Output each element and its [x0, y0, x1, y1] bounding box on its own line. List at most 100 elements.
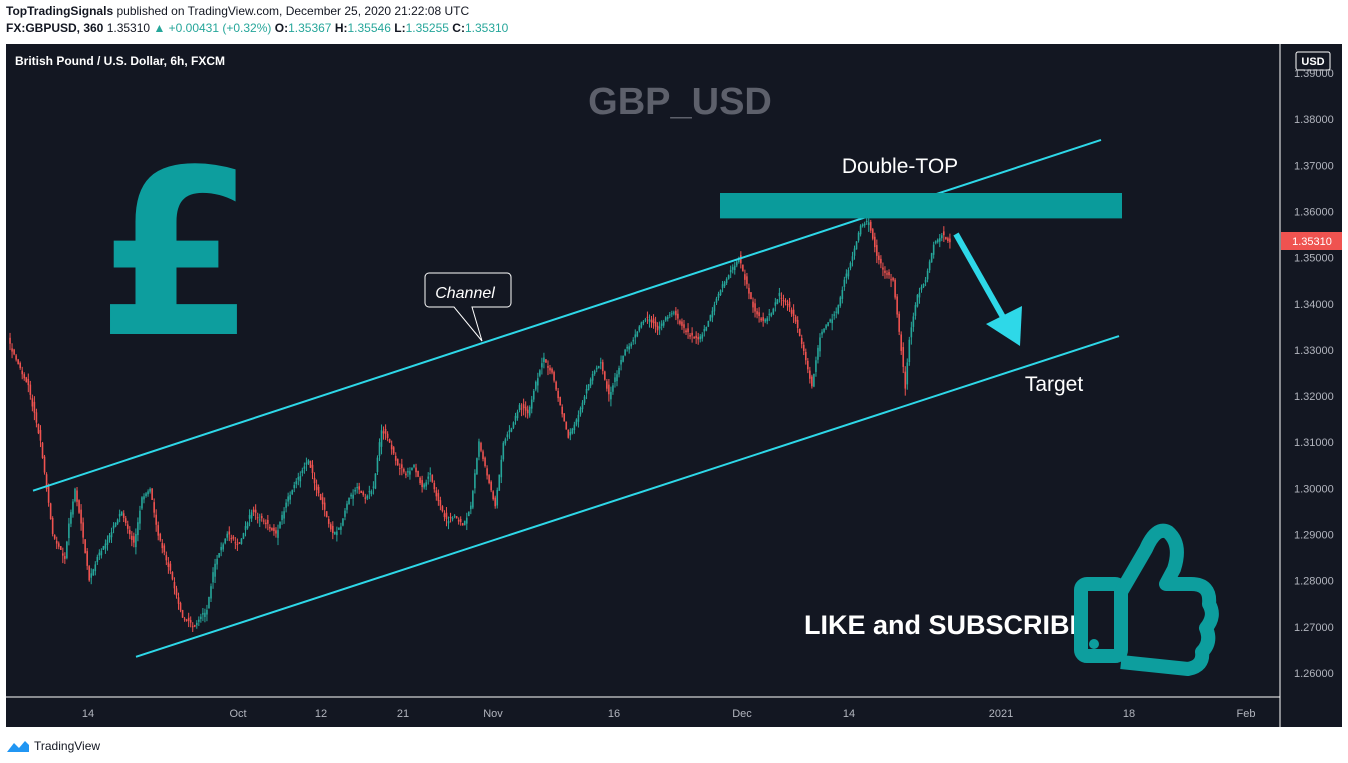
- candle-body: [106, 539, 109, 545]
- close-label: C:: [452, 21, 465, 35]
- candle-body: [319, 494, 322, 500]
- footer: TradingView: [6, 736, 100, 756]
- candle-body: [520, 408, 523, 410]
- candle-body: [175, 588, 178, 596]
- candle-body: [451, 517, 454, 520]
- candle-body: [289, 494, 291, 500]
- candle-body: [210, 586, 212, 599]
- candle-body: [616, 374, 618, 382]
- candle-body: [411, 467, 413, 471]
- candle-body: [683, 324, 685, 328]
- candle-body: [709, 315, 712, 321]
- candle-body: [218, 553, 220, 558]
- candle-body: [171, 571, 174, 580]
- candle-body: [271, 528, 273, 531]
- author-name[interactable]: TopTradingSignals: [6, 4, 114, 18]
- candle-body: [567, 429, 570, 438]
- candle-body: [668, 314, 671, 316]
- candle-body: [457, 519, 460, 522]
- candle-body: [23, 374, 26, 379]
- candle-body: [878, 255, 880, 260]
- candle-body: [825, 325, 827, 329]
- candle-body: [35, 412, 38, 423]
- candle-body: [143, 496, 145, 500]
- candle-body: [916, 294, 919, 307]
- candle-body: [650, 320, 653, 323]
- candle-body: [90, 573, 93, 578]
- chart-canvas[interactable]: British Pound / U.S. Dollar, 6h, FXCM GB…: [6, 44, 1342, 727]
- candles-group: [9, 217, 951, 633]
- candle-body: [695, 335, 697, 339]
- candle-body: [746, 276, 748, 285]
- chart-legend: British Pound / U.S. Dollar, 6h, FXCM: [15, 54, 225, 68]
- candle-body: [530, 399, 533, 409]
- candle-body: [118, 513, 121, 517]
- candle-body: [589, 379, 592, 386]
- price-axis[interactable]: 1.39000 1.38000 1.37000 1.36000 1.35000 1.340…: [1294, 68, 1334, 680]
- publish-info: TopTradingSignals published on TradingVi…: [6, 4, 469, 18]
- candle-body: [516, 411, 519, 419]
- candle-body: [470, 505, 472, 510]
- candle-body: [727, 275, 730, 279]
- ohlc-bar: FX:GBPUSD, 360 1.35310 ▲ +0.00431 (+0.32…: [6, 21, 508, 35]
- candle-body: [610, 392, 612, 400]
- candle-body: [31, 398, 34, 407]
- candle-body: [297, 477, 300, 480]
- brand-name[interactable]: TradingView: [34, 739, 101, 753]
- candle-body: [396, 459, 399, 466]
- candle-body: [256, 517, 259, 519]
- candle-body: [539, 370, 541, 376]
- candle-body: [882, 267, 884, 270]
- candle-body: [557, 390, 559, 399]
- time-tick-label: 12: [315, 708, 327, 720]
- time-axis[interactable]: 14 Oct 12 21 Nov 16 Dec 14 2021 18 Feb: [82, 708, 1256, 720]
- candle-body: [212, 572, 214, 583]
- thumbs-up-icon[interactable]: [1074, 523, 1219, 676]
- candle-body: [283, 511, 285, 519]
- candle-body: [181, 610, 184, 618]
- candle-body: [837, 305, 840, 314]
- candle-body: [508, 430, 511, 433]
- candle-body: [415, 467, 417, 473]
- currency-badge[interactable]: [1295, 51, 1331, 71]
- candle-body: [37, 424, 40, 434]
- candle-body: [441, 506, 444, 512]
- candle-body: [390, 444, 393, 450]
- candle-body: [427, 476, 430, 479]
- chart-area[interactable]: British Pound / U.S. Dollar, 6h, FXCM GB…: [6, 44, 1342, 727]
- candle-body: [240, 538, 243, 545]
- candle-body: [723, 282, 726, 287]
- candle-body: [666, 317, 669, 319]
- candle-body: [585, 388, 588, 394]
- candle-body: [327, 518, 330, 524]
- candle-body: [733, 265, 736, 271]
- candle-body: [133, 536, 135, 543]
- candle-body: [84, 539, 86, 554]
- cta-label: LIKE and SUBSCRIBE: [804, 610, 1088, 640]
- candle-body: [847, 269, 850, 277]
- candle-body: [279, 521, 281, 528]
- candle-body: [711, 310, 714, 318]
- candle-body: [537, 378, 539, 386]
- candle-body: [807, 360, 809, 370]
- candle-body: [918, 292, 921, 298]
- candle-body: [403, 469, 405, 472]
- candle-body: [141, 497, 143, 509]
- resistance-zone[interactable]: [720, 193, 1122, 219]
- candle-body: [703, 329, 706, 332]
- candle-body: [849, 262, 852, 269]
- candle-body: [904, 371, 907, 389]
- candle-body: [153, 502, 155, 513]
- candle-body: [831, 319, 833, 324]
- candle-body: [228, 531, 231, 535]
- candle-body: [559, 396, 561, 406]
- candle-body: [482, 451, 484, 459]
- channel-lower-line[interactable]: [135, 335, 1120, 658]
- candle-body: [518, 404, 521, 411]
- candle-body: [898, 313, 900, 332]
- channel-callout[interactable]: [424, 272, 512, 342]
- time-tick-label: 18: [1123, 708, 1135, 720]
- candle-body: [705, 327, 708, 331]
- tradingview-logo-icon[interactable]: [6, 739, 30, 753]
- candle-body: [900, 334, 902, 351]
